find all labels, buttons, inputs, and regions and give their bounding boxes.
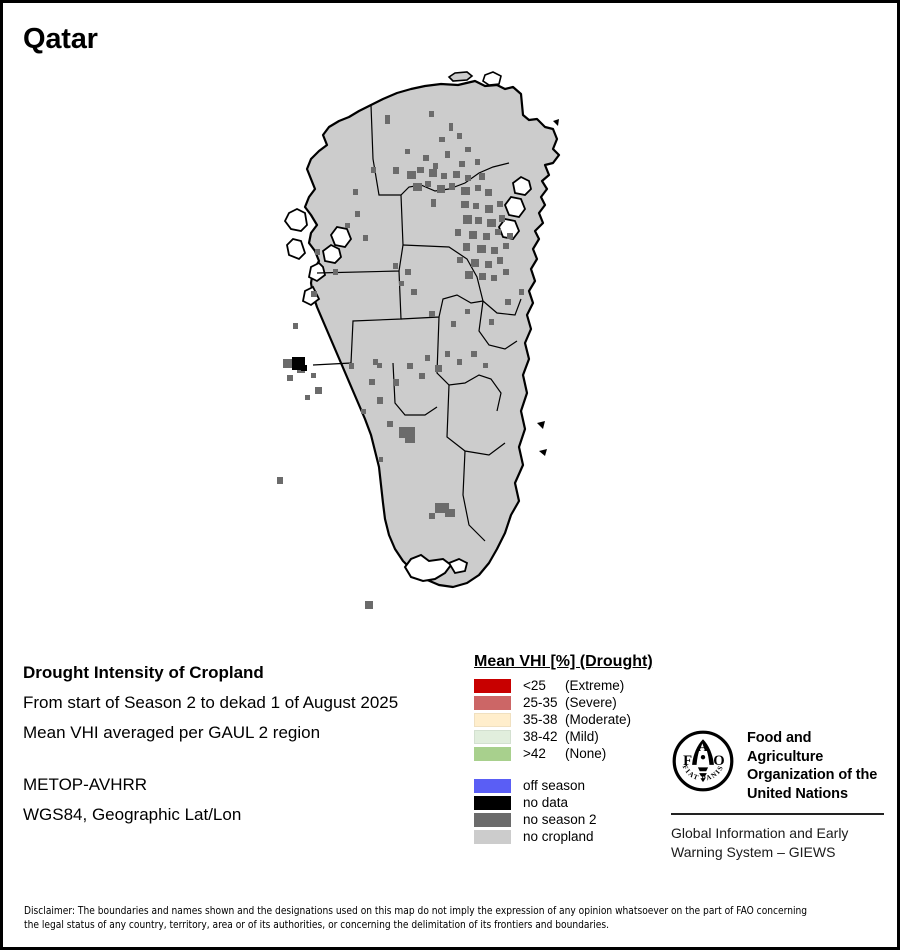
qatar-map-svg xyxy=(253,63,673,623)
svg-text:FIAT PANIS: FIAT PANIS xyxy=(681,764,726,783)
legend-item-no-season-2[interactable]: no season 2 xyxy=(474,811,664,828)
fao-divider xyxy=(671,813,884,815)
giews-line-2: Warning System – GIEWS xyxy=(671,844,836,860)
info-sensor: METOP-AVHRR xyxy=(23,775,148,794)
legend-item-no-data[interactable]: no data xyxy=(474,794,664,811)
fao-organization-name: Food and Agriculture Organization of the… xyxy=(747,729,886,803)
legend-label-severe: 25-35 (Severe) xyxy=(523,695,617,710)
legend-label-extreme: <25 (Extreme) xyxy=(523,678,625,693)
fao-org-line-2: Organization of the xyxy=(747,767,878,783)
page-title: Qatar xyxy=(23,23,98,55)
info-heading: Drought Intensity of Cropland xyxy=(23,663,264,682)
legend-item-none[interactable]: >42 (None) xyxy=(474,745,664,762)
fao-org-line-3: United Nations xyxy=(747,785,848,802)
info-period: From start of Season 2 to dekad 1 of Aug… xyxy=(23,693,399,712)
legend-item-no-cropland[interactable]: no cropland xyxy=(474,828,664,845)
giews-line-1: Global Information and Early xyxy=(671,825,849,841)
legend-spacer xyxy=(474,762,664,777)
legend-label-no-cropland: no cropland xyxy=(523,829,594,844)
disclaimer-text: Disclaimer: The boundaries and names sho… xyxy=(24,904,808,931)
map-legend: Mean VHI [%] (Drought) <25 (Extreme) 25-… xyxy=(474,653,664,845)
admin-boundaries xyxy=(312,104,522,542)
svg-text:A: A xyxy=(698,739,708,754)
legend-swatch-no-cropland xyxy=(474,829,511,844)
fao-logo-icon: F A O FIAT PANIS xyxy=(672,730,734,792)
legend-title: Mean VHI [%] (Drought) xyxy=(474,653,653,670)
info-projection: WGS84, Geographic Lat/Lon xyxy=(23,805,242,824)
svg-text:F: F xyxy=(683,753,692,769)
legend-swatch-off-season xyxy=(474,778,511,793)
legend-label-no-season-2: no season 2 xyxy=(523,812,597,827)
no-data-pixels xyxy=(292,357,307,371)
legend-item-off-season[interactable]: off season xyxy=(474,777,664,794)
fao-org-line-1: Food and Agriculture xyxy=(747,730,824,765)
legend-item-extreme[interactable]: <25 (Extreme) xyxy=(474,677,664,694)
giews-system-name: Global Information and Early Warning Sys… xyxy=(671,824,886,862)
map-canvas[interactable] xyxy=(253,63,673,623)
legend-label-off-season: off season xyxy=(523,778,586,793)
legend-swatch-no-season-2 xyxy=(474,812,511,827)
legend-label-moderate: 35-38 (Moderate) xyxy=(523,712,632,727)
legend-label-no-data: no data xyxy=(523,795,569,810)
legend-swatch-mild xyxy=(474,729,511,744)
info-method: Mean VHI averaged per GAUL 2 region xyxy=(23,723,321,742)
legend-swatch-no-data xyxy=(474,795,511,810)
legend-swatch-severe xyxy=(474,695,511,710)
info-spacer xyxy=(23,748,453,770)
fao-motto: FIAT PANIS xyxy=(681,764,724,783)
legend-item-mild[interactable]: 38-42 (Mild) xyxy=(474,728,664,745)
fao-branding-block: F A O FIAT PANIS Food and Agriculture Or… xyxy=(671,729,886,862)
svg-text:O: O xyxy=(713,753,724,769)
legend-item-moderate[interactable]: 35-38 (Moderate) xyxy=(474,711,664,728)
legend-swatch-moderate xyxy=(474,712,511,727)
country-landmass xyxy=(283,71,561,589)
legend-label-none: >42 (None) xyxy=(523,746,607,761)
legend-item-severe[interactable]: 25-35 (Severe) xyxy=(474,694,664,711)
map-description-block: Drought Intensity of Cropland From start… xyxy=(23,658,453,830)
legend-swatch-none xyxy=(474,746,511,761)
legend-label-mild: 38-42 (Mild) xyxy=(523,729,599,744)
legend-swatch-extreme xyxy=(474,678,511,693)
fao-logo-row: F A O FIAT PANIS Food and Agriculture Or… xyxy=(671,729,886,803)
